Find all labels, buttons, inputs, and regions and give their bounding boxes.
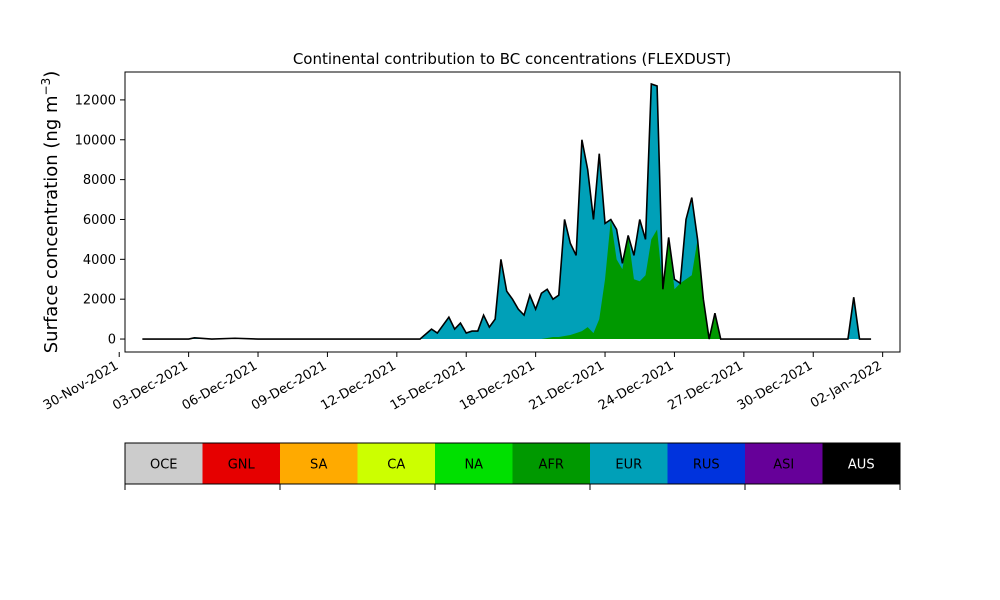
legend-swatch (512, 443, 590, 484)
legend-swatch (745, 443, 823, 484)
legend-label: CA (387, 458, 405, 473)
plot-frame (124, 71, 901, 353)
y-axis-label-text: Surface concentration (ng m (41, 95, 62, 353)
legend-label: ASI (773, 458, 794, 473)
legend-swatch (202, 443, 280, 484)
legend-swatch (357, 443, 435, 484)
legend-frame (124, 442, 901, 485)
legend-label: GNL (228, 458, 256, 473)
y-tick-label: 2000 (83, 293, 116, 308)
chart-title: Continental contribution to BC concentra… (293, 50, 731, 68)
legend-swatch (590, 443, 668, 484)
legend-label: EUR (615, 458, 642, 473)
y-tick-label: 12000 (75, 93, 116, 108)
y-tick-label: 0 (108, 333, 116, 348)
y-tick-label: 6000 (83, 213, 116, 228)
legend: OCE GNL SA CA NA AFR EUR RUS ASI AUS (124, 442, 901, 490)
legend-label: AFR (539, 458, 564, 473)
series-area-eur (142, 83, 872, 340)
y-tick-label: 4000 (83, 253, 116, 268)
legend-swatch (125, 443, 203, 484)
legend-swatch (280, 443, 358, 484)
legend-label: SA (310, 458, 327, 473)
total-line (142, 82, 872, 340)
y-axis-label-superscript: −3 (39, 78, 53, 96)
y-tick-label: 8000 (83, 173, 116, 188)
legend-swatch (822, 443, 900, 484)
y-tick-label: 10000 (75, 133, 116, 148)
y-axis-label: Surface concentration (ng m−3) (39, 71, 62, 354)
legend-label: RUS (693, 458, 720, 473)
legend-swatch (667, 443, 745, 484)
legend-label: OCE (150, 458, 178, 473)
legend-label: NA (464, 458, 483, 473)
legend-swatch (435, 443, 513, 484)
series-area-afr (142, 219, 872, 340)
legend-label: AUS (848, 458, 875, 473)
y-axis-label-close: ) (41, 71, 62, 78)
